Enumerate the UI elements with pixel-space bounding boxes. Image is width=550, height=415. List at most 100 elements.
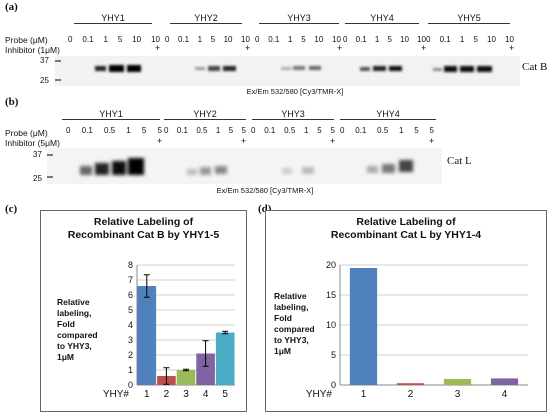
bar-yhy3 [443,379,472,385]
band-a-yhy4-10 [389,66,402,71]
x-tick-label: 4 [203,389,209,400]
inhibitor-plus-a-5: + [509,43,515,53]
chart-panel-c: Relative Labeling of Recombinant Cat B b… [40,210,247,412]
y-tick-label: 15 [326,290,336,300]
band-a-yhy4-5 [373,66,386,71]
y-tick-label: 0 [128,380,133,390]
bar-yhy5 [215,332,235,385]
y-tick-label: 20 [326,260,336,270]
lane-labels-a-yhy5: 0 0.1 1 5 10 10 [426,35,514,44]
bar-yhy1 [137,286,157,385]
band-b-yhy1-0.5 [95,163,109,175]
probe-row-label-b: Probe (μM) [5,128,48,138]
chart-panel-d: Relative Labeling of Recombinant Cat L b… [265,210,547,412]
y-axis-label-d: Relative labeling, Fold compared to YHY3… [274,291,315,356]
gel-caption-a: Ex/Em 532/580 [Cy3/TMR-X] [246,87,344,96]
y-tick-label: 5 [331,350,336,360]
lane-labels-a-yhy4: 0 0.1 1 5 10 10 [343,35,426,44]
inhibitor-row-label-b: Inhibitor (5μM) [5,138,60,148]
enzyme-label-cat-b: Cat B [522,61,548,73]
mw-marker-37-a: 37 [40,56,49,65]
band-a-yhy5-0.1 [433,68,442,71]
x-axis-prefix: YHY# [306,389,333,400]
group-label-yhy1: YHY1 [74,13,152,24]
inhibitor-plus-b-4: + [429,136,435,146]
band-b-yhy1-0.1 [80,166,92,175]
band-a-yhy3-10 [309,66,321,70]
band-a-yhy2-10 [223,66,236,71]
inhibitor-plus-a-3: + [337,43,343,53]
y-tick-label: 5 [128,305,133,315]
band-a-yhy3-5 [293,66,305,70]
mw-marker-37-b: 37 [33,150,42,159]
x-tick-label: 4 [502,389,508,400]
group-label-yhy2: YHY2 [170,13,242,24]
mw-marker-25-a: 25 [40,76,49,85]
y-axis-label-c: Relative labeling, Fold compared to YHY3… [57,297,98,362]
gel-image-cat-b [55,56,520,86]
band-b-yhy3-5 [302,167,314,174]
band-a-yhy2-1 [195,67,205,70]
y-tick-label: 6 [128,290,133,300]
y-tick-label: 8 [128,260,133,270]
bar-yhy1 [349,268,378,385]
chart-title-c: Relative Labeling of Recombinant Cat B b… [67,216,220,241]
group-label-b-yhy4: YHY4 [340,109,436,120]
lane-labels-b-yhy1: 0 0.1 0.5 1 5 5 [66,126,162,135]
group-label-yhy3: YHY3 [259,13,339,24]
group-label-b-yhy2: YHY2 [164,109,246,120]
inhibitor-row-label-a: Inhibitor (1μM) [5,45,60,55]
y-tick-label: 0 [331,380,336,390]
band-a-yhy1-10 [127,65,141,72]
band-b-yhy2-1 [200,167,211,175]
band-a-yhy5-10 [477,66,492,72]
bar-chart-d: 0 5 10 15 20 1 2 3 4 YHY# [306,260,528,400]
x-tick-label: 3 [183,389,189,400]
band-a-yhy2-5 [208,66,220,71]
band-b-yhy4-1 [382,164,395,173]
band-a-yhy1-5 [109,65,124,72]
x-tick-label: 1 [144,389,150,400]
y-tick-label: 7 [128,275,133,285]
lane-labels-a-yhy2: 0 0.1 1 5 10 10 [165,35,250,44]
panel-b-label: (b) [5,96,19,108]
band-b-yhy4-0.5 [367,166,378,173]
y-tick-label: 10 [326,320,336,330]
band-a-yhy1-1 [95,66,106,71]
x-tick-label: 2 [408,389,414,400]
group-label-b-yhy3: YHY3 [252,109,334,120]
panel-a-label: (a) [5,1,18,13]
band-b-yhy2-0.5 [187,169,197,175]
inhibitor-plus-a-1: + [155,43,161,53]
lane-labels-a-yhy1: 0 0.1 1 5 10 10 [68,35,160,44]
x-tick-label: 3 [455,389,461,400]
band-a-yhy3-1 [281,67,291,70]
chart-title-d: Relative Labeling of Recombinant Cat L b… [330,216,482,241]
group-label-b-yhy1: YHY1 [62,109,160,120]
y-tick-label: 2 [128,350,133,360]
x-tick-label: 5 [222,389,228,400]
band-a-yhy5-5 [460,66,474,72]
lane-labels-b-yhy2: 0 0.1 0.5 1 5 5 [164,126,246,135]
inhibitor-plus-b-2: + [241,136,247,146]
band-b-yhy3-1 [282,168,292,174]
band-a-yhy5-1 [444,66,457,72]
mw-marker-25-b: 25 [33,174,42,183]
lane-labels-a-yhy3: 0 0.1 1 5 10 10 [255,35,341,44]
bar-yhy3 [176,370,196,385]
panel-c-label: (c) [5,203,18,215]
x-axis-prefix: YHY# [103,389,130,400]
inhibitor-plus-b-3: + [330,136,336,146]
x-tick-label: 1 [361,389,367,400]
band-b-yhy4-5 [399,160,413,172]
inhibitor-plus-a-2: + [245,43,251,53]
group-label-yhy5: YHY5 [428,13,510,24]
y-tick-label: 4 [128,320,133,330]
lane-labels-b-yhy4: 0 0.1 0.5 1 5 5 [340,126,434,135]
inhibitor-plus-b-1: + [157,136,163,146]
band-b-yhy2-5 [215,166,227,174]
band-a-yhy4-1 [360,67,370,71]
group-label-yhy4: YHY4 [345,13,419,24]
band-b-yhy1-1 [112,161,126,175]
x-tick-label: 2 [164,389,170,400]
